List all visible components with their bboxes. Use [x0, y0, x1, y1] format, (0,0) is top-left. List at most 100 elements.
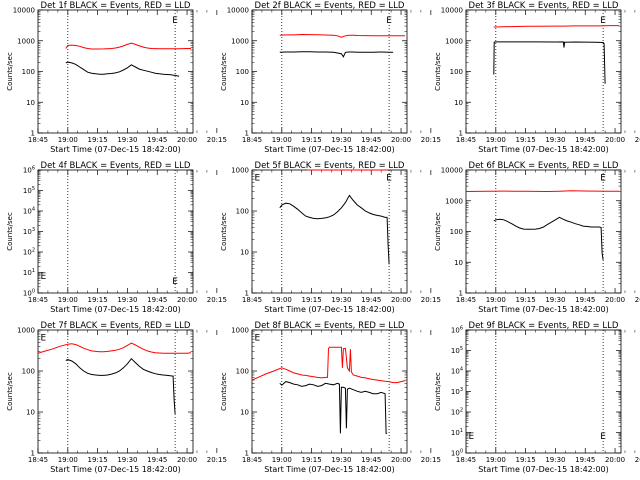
x-tick-label: 19:30: [117, 456, 137, 464]
y-axis-label: Counts/sec: [220, 52, 228, 91]
x-tick-label: 18:45: [242, 136, 262, 144]
chart-title: Det 4f BLACK = Events, RED = LLD: [41, 161, 191, 171]
e-annotation-mark: E: [600, 173, 606, 183]
x-tick-label: 19:45: [361, 136, 381, 144]
y-tick-label: 104: [451, 367, 463, 376]
y-tick-label: 100: [236, 68, 249, 76]
y-tick-label: 10: [26, 99, 35, 107]
plot-frame: [37, 169, 194, 294]
x-tick-label: 19:30: [545, 296, 565, 304]
y-axis-label: Counts/sec: [220, 372, 228, 411]
y-tick-label: 1: [245, 450, 249, 458]
events-series-line: [493, 41, 606, 84]
plot-frame: [465, 329, 622, 454]
y-tick-label: 10000: [441, 7, 463, 15]
e-annotation-mark: E: [172, 16, 178, 26]
x-tick-label: 19:00: [58, 456, 78, 464]
y-tick-label: 10: [240, 99, 249, 107]
x-axis-label: Start Time (07-Dec-15 18:42:00): [264, 305, 395, 314]
y-axis-label: Counts/sec: [434, 52, 442, 91]
y-tick-label: 10000: [227, 7, 249, 15]
x-tick-label: 19:00: [486, 136, 506, 144]
x-tick-label: 20:15: [207, 296, 227, 304]
y-tick-label: 100: [23, 289, 35, 298]
y-tick-label: 1: [245, 290, 249, 298]
y-tick-label: 100: [236, 368, 249, 376]
chart-title: Det 6f BLACK = Events, RED = LLD: [469, 161, 619, 171]
y-tick-label: 101: [451, 428, 463, 437]
lld-series-line: [37, 342, 192, 354]
x-axis-label: Start Time (07-Dec-15 18:42:00): [50, 465, 181, 474]
x-axis-label: Start Time (07-Dec-15 18:42:00): [264, 145, 395, 154]
x-tick-label: 20:00: [391, 456, 411, 464]
x-tick-label: 20:00: [177, 456, 197, 464]
x-tick-label: 19:45: [147, 136, 167, 144]
y-tick-label: 100: [236, 208, 249, 216]
y-tick-label: 1000: [445, 37, 463, 45]
x-tick-label: 18:45: [242, 296, 262, 304]
chart-panel-1: Det 1f BLACK = Events, RED = LLD 1 10 100 10…: [6, 1, 227, 154]
e-annotation-mark: E: [386, 173, 392, 183]
x-tick-label: 20:15: [421, 296, 441, 304]
x-tick-label: 19:15: [88, 296, 108, 304]
y-tick-label: 10: [240, 249, 249, 257]
x-tick-label: 19:45: [575, 456, 595, 464]
y-tick-label: 1000: [231, 327, 249, 335]
x-tick-label: 19:00: [486, 296, 506, 304]
e-annotation-mark: E: [255, 173, 261, 183]
x-tick-label: 20:15: [635, 456, 640, 464]
e-annotation-mark: E: [41, 272, 47, 282]
x-tick-label: 19:00: [272, 456, 292, 464]
x-tick-label: 19:00: [486, 456, 506, 464]
y-tick-label: 105: [451, 346, 463, 355]
y-tick-label: 100: [450, 68, 463, 76]
chart-panel-2: Det 2f BLACK = Events, RED = LLD 1 10 100 10…: [220, 1, 441, 154]
x-tick-label: 19:30: [545, 136, 565, 144]
y-axis-label: Counts/sec: [434, 212, 442, 251]
x-tick-label: 20:15: [207, 136, 227, 144]
chart-panel-9: Det 9f BLACK = Events, RED = LLD 100 101 10…: [434, 321, 640, 474]
plot-frame: [251, 169, 408, 294]
x-tick-label: 20:15: [421, 456, 441, 464]
x-tick-label: 19:15: [88, 456, 108, 464]
y-tick-label: 100: [22, 368, 35, 376]
x-tick-label: 19:00: [272, 296, 292, 304]
x-axis-label: Start Time (07-Dec-15 18:42:00): [264, 465, 395, 474]
x-tick-label: 19:15: [302, 296, 322, 304]
chart-title: Det 1f BLACK = Events, RED = LLD: [41, 1, 191, 11]
y-tick-label: 100: [450, 228, 463, 236]
e-annotation-mark: E: [600, 16, 606, 26]
x-tick-label: 19:15: [516, 136, 536, 144]
x-tick-label: 19:15: [302, 456, 322, 464]
y-tick-label: 1000: [231, 37, 249, 45]
x-tick-label: 19:00: [58, 136, 78, 144]
x-tick-label: 20:15: [635, 296, 640, 304]
y-tick-label: 101: [23, 268, 35, 277]
x-tick-label: 18:45: [28, 456, 48, 464]
x-tick-label: 19:15: [516, 296, 536, 304]
x-axis-label: Start Time (07-Dec-15 18:42:00): [50, 305, 181, 314]
y-tick-label: 106: [23, 166, 35, 175]
x-tick-label: 19:45: [361, 456, 381, 464]
x-tick-label: 18:45: [242, 456, 262, 464]
x-tick-label: 18:45: [28, 296, 48, 304]
x-tick-label: 19:00: [58, 296, 78, 304]
x-tick-label: 20:00: [391, 296, 411, 304]
x-tick-label: 19:30: [331, 296, 351, 304]
lld-series-line: [65, 42, 191, 50]
events-series-line: [279, 51, 394, 58]
chart-title: Det 7f BLACK = Events, RED = LLD: [41, 321, 191, 331]
x-tick-label: 18:45: [28, 136, 48, 144]
e-annotation-mark: E: [600, 432, 606, 442]
x-axis-label: Start Time (07-Dec-15 18:42:00): [478, 305, 609, 314]
e-annotation-mark: E: [469, 432, 475, 442]
y-tick-label: 102: [23, 248, 35, 257]
x-tick-label: 19:00: [272, 136, 292, 144]
x-tick-label: 19:30: [331, 456, 351, 464]
chart-panel-8: Det 8f BLACK = Events, RED = LLD 1 10 100 10…: [220, 321, 441, 474]
events-series-line: [279, 194, 390, 265]
x-tick-label: 19:15: [516, 456, 536, 464]
chart-title: Det 2f BLACK = Events, RED = LLD: [255, 1, 405, 11]
x-tick-label: 18:45: [456, 136, 476, 144]
